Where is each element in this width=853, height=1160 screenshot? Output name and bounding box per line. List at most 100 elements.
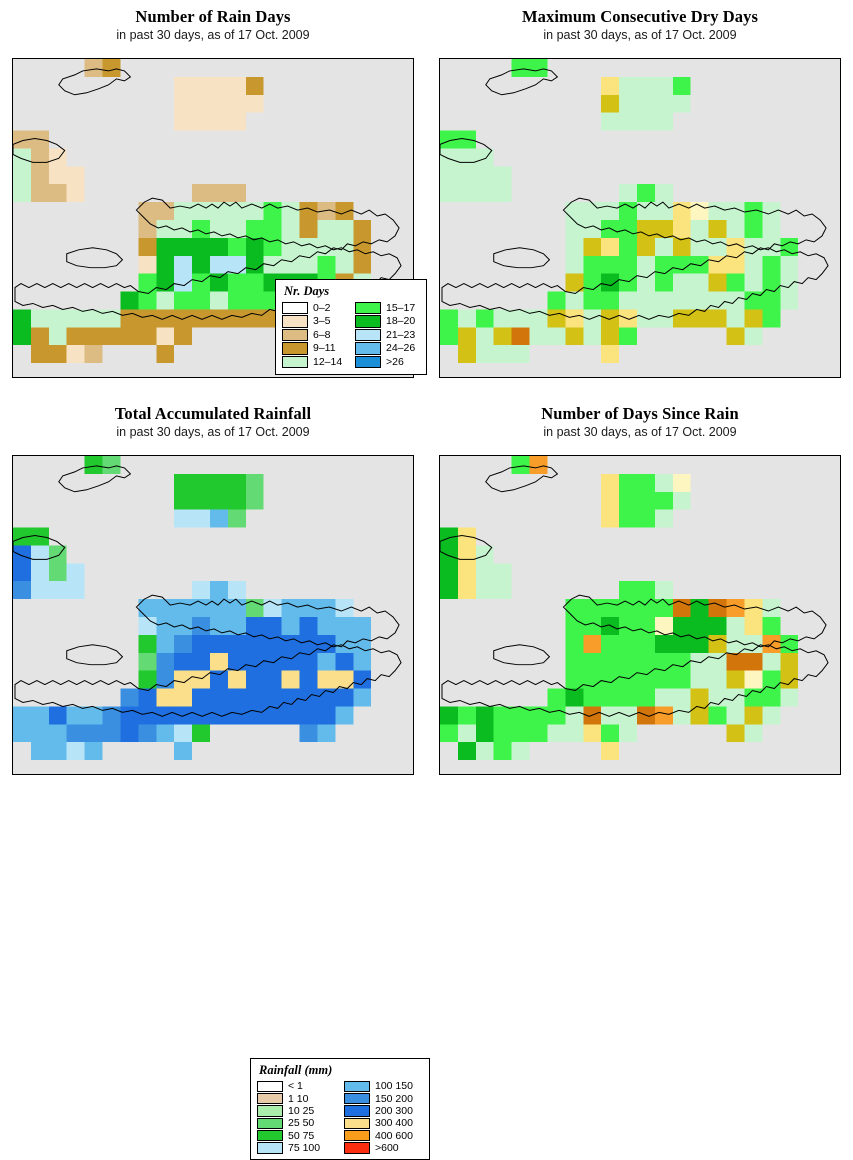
legend-entry[interactable]: 12–14: [282, 355, 347, 369]
map-cell: [335, 255, 354, 274]
map-cell: [353, 237, 372, 256]
map-cell: [30, 327, 49, 346]
map-cell: [156, 634, 175, 653]
map-cell: [744, 273, 763, 292]
map-cell: [245, 237, 264, 256]
legend-entry[interactable]: 75 100: [257, 1142, 336, 1154]
map-cell: [511, 309, 530, 328]
map-cell: [299, 255, 318, 274]
legend-entry[interactable]: 1 10: [257, 1092, 336, 1105]
map-cell: [84, 706, 103, 725]
legend-entry[interactable]: 25 50: [257, 1117, 336, 1129]
map-cell: [227, 509, 246, 528]
legend-entry[interactable]: >600: [344, 1142, 423, 1154]
map-cell: [317, 616, 336, 635]
map-cell: [744, 724, 763, 743]
map-cell: [245, 634, 264, 653]
map-cell: [102, 706, 121, 725]
map-cell: [299, 219, 318, 238]
map-cell: [708, 237, 727, 256]
map-frame-total-rainfall[interactable]: [12, 455, 414, 775]
map-cell: [30, 724, 49, 743]
map-cell: [690, 255, 709, 274]
map-cell: [583, 652, 602, 671]
map-cell: [174, 616, 193, 635]
map-cell: [511, 456, 530, 474]
map-cell: [583, 327, 602, 346]
map-cell: [601, 76, 620, 95]
map-frame-rain-days[interactable]: [12, 58, 414, 378]
legend-entry[interactable]: 150 200: [344, 1092, 423, 1105]
map-cell: [744, 616, 763, 635]
legend-entry[interactable]: 400 600: [344, 1130, 423, 1142]
legend-swatch: [257, 1105, 283, 1117]
map-cell: [475, 706, 494, 725]
map-cell: [48, 724, 67, 743]
map-cell: [708, 273, 727, 292]
map-cell: [601, 309, 620, 328]
map-cell: [156, 273, 175, 292]
panel-subtitle: in past 30 days, as of 17 Oct. 2009: [116, 28, 310, 43]
legend-entry[interactable]: 100 150: [344, 1080, 423, 1092]
map-cell: [654, 509, 673, 528]
legend-entry[interactable]: >26: [355, 355, 420, 369]
legend-entry[interactable]: < 1: [257, 1080, 336, 1092]
map-cell: [708, 599, 727, 617]
legend-swatch: [344, 1142, 370, 1154]
legend-entry[interactable]: 21–23: [355, 328, 420, 342]
legend-entry[interactable]: 9–11: [282, 342, 347, 356]
map-frame-max-dry-days[interactable]: [439, 58, 841, 378]
map-cell: [174, 509, 193, 528]
map-cell: [30, 581, 49, 600]
panel-days-since-rain: Number of Days Since Rain in past 30 day…: [427, 397, 853, 793]
map-cell: [30, 742, 49, 761]
map-cell: [493, 184, 512, 203]
legend-label: 75 100: [288, 1142, 321, 1155]
map-cell: [619, 291, 638, 310]
map-cell: [138, 688, 157, 707]
legend-entry[interactable]: 3–5: [282, 315, 347, 329]
map-cell: [174, 491, 193, 510]
map-cell: [601, 473, 620, 492]
map-cell: [654, 309, 673, 328]
legend-entry[interactable]: 300 400: [344, 1117, 423, 1129]
map-cell: [672, 309, 691, 328]
map-cell: [780, 670, 799, 689]
legend-entry[interactable]: 10 25: [257, 1105, 336, 1117]
map-cell: [192, 112, 211, 131]
map-cell: [726, 327, 745, 346]
map-cell: [672, 76, 691, 95]
map-cell: [583, 273, 602, 292]
map-cell: [583, 634, 602, 653]
legend-entry[interactable]: 6–8: [282, 328, 347, 342]
map-cell: [565, 327, 584, 346]
map-cell: [192, 184, 211, 203]
map-cell: [174, 219, 193, 238]
map-cell: [245, 76, 264, 95]
map-cell: [744, 599, 763, 617]
legend-entry[interactable]: 24–26: [355, 342, 420, 356]
map-cell: [619, 237, 638, 256]
map-cell: [457, 742, 476, 761]
legend-label: < 1: [288, 1080, 303, 1093]
legend-entry[interactable]: 0–2: [282, 301, 347, 315]
map-cell: [654, 237, 673, 256]
legend-label: 150 200: [375, 1092, 413, 1105]
legend-entry[interactable]: 18–20: [355, 315, 420, 329]
map-cell: [601, 327, 620, 346]
legend-entry[interactable]: 50 75: [257, 1130, 336, 1142]
map-cells: [440, 59, 799, 364]
map-cell: [156, 327, 175, 346]
legend-entry[interactable]: 15–17: [355, 301, 420, 315]
legend-label: 100 150: [375, 1080, 413, 1093]
map-cell: [583, 291, 602, 310]
map-cell: [245, 255, 264, 274]
map-cell: [138, 599, 157, 617]
map-frame-days-since-rain[interactable]: [439, 455, 841, 775]
map-cell: [529, 724, 548, 743]
legend-entry[interactable]: 200 300: [344, 1105, 423, 1117]
map-cell: [780, 255, 799, 274]
legend-label: 24–26: [386, 342, 416, 355]
map-cell: [120, 706, 139, 725]
